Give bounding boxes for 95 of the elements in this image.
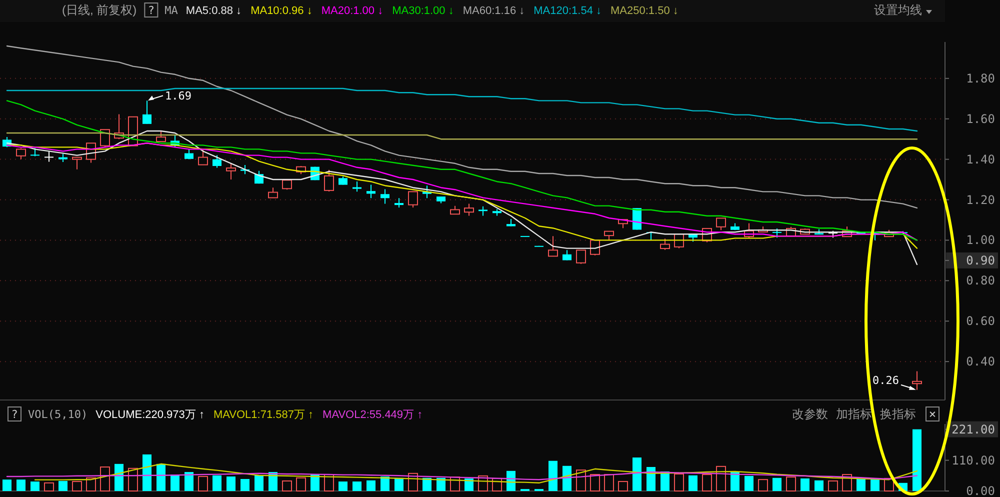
bar	[758, 479, 768, 492]
bar	[366, 480, 376, 491]
y-tick-label: 1.40	[966, 152, 995, 166]
text: MA60:1.16 ↓	[462, 5, 525, 17]
text: ×	[928, 407, 936, 421]
text: MA250:1.50 ↓	[610, 5, 678, 17]
bar	[408, 472, 418, 492]
bar	[772, 478, 782, 491]
y-tick-label: 1.80	[966, 71, 995, 86]
chart-subtitle: (日线, 前复权)	[62, 3, 137, 17]
text: VOLUME:220.973万 ↑	[96, 409, 204, 421]
y-tick-label: 0.90	[966, 253, 995, 268]
legend-title: MA	[164, 4, 178, 17]
line-series	[6, 471, 918, 480]
line-series	[6, 45, 918, 208]
bar	[744, 476, 754, 491]
text: MA120:1.54 ↓	[534, 5, 602, 17]
bar	[212, 475, 222, 491]
bar	[618, 481, 628, 492]
bar	[716, 466, 726, 492]
y-tick-label: 1.20	[966, 192, 995, 207]
y-tick-label: 221.00	[952, 422, 995, 436]
annotation: 1.69	[165, 90, 192, 103]
bar	[548, 460, 558, 491]
bar	[604, 474, 614, 492]
bar	[184, 472, 194, 491]
bar	[674, 473, 684, 492]
y-tick-label: 0.80	[966, 274, 995, 288]
bar	[856, 478, 866, 491]
bar	[16, 480, 26, 491]
bar	[730, 472, 740, 491]
legend-title: VOL(5,10)	[28, 408, 88, 421]
bar	[2, 480, 12, 491]
line-series	[6, 100, 918, 241]
bar	[58, 480, 68, 491]
bar	[870, 480, 880, 491]
line-series	[34, 463, 918, 484]
bar	[226, 476, 236, 491]
bar	[282, 480, 292, 492]
text: ?	[148, 4, 154, 17]
bar	[786, 476, 796, 492]
bar	[912, 429, 922, 491]
bar	[44, 482, 54, 492]
y-tick-label: 1.00	[966, 233, 995, 248]
bar	[254, 475, 264, 491]
y-tick-label: 110.00	[952, 453, 995, 468]
line-series	[6, 88, 918, 132]
bar	[352, 482, 362, 491]
text: MA5:0.88 ↓	[186, 5, 242, 17]
y-tick-label: 0.60	[966, 314, 995, 328]
bar	[646, 466, 656, 491]
text: 加指标	[836, 407, 872, 421]
bar	[478, 475, 488, 492]
text: MA30:1.00 ↓	[392, 5, 454, 17]
bar	[142, 454, 152, 491]
bar	[702, 474, 712, 492]
bar	[296, 477, 306, 492]
text: 改参数	[792, 407, 828, 421]
bar	[128, 468, 138, 492]
bar	[338, 482, 348, 491]
bar	[576, 470, 586, 492]
text: MAVOL2:55.449万 ↑	[322, 409, 423, 421]
text: 换指标	[880, 407, 916, 421]
bar	[800, 478, 810, 491]
bar	[100, 466, 110, 492]
bar	[632, 458, 642, 491]
bar	[310, 474, 320, 491]
bar	[170, 474, 180, 491]
bar	[72, 481, 82, 492]
bar	[198, 476, 208, 492]
annotation: 0.26	[872, 374, 899, 387]
bar	[828, 480, 838, 492]
bar	[240, 478, 250, 491]
bar	[30, 482, 40, 491]
y-tick-label: 1.60	[966, 112, 995, 126]
text: MAVOL1:71.587万 ↑	[213, 409, 314, 421]
y-tick-label: 0.40	[966, 354, 995, 369]
bar	[380, 476, 390, 491]
bar	[814, 480, 824, 491]
bar	[842, 474, 852, 492]
bar	[590, 474, 600, 492]
bar	[394, 478, 404, 491]
bar	[688, 475, 698, 491]
bar	[884, 478, 894, 492]
bar	[562, 466, 572, 491]
y-tick-label: 0.00	[966, 484, 995, 497]
bar	[660, 471, 670, 491]
text: 设置均线	[874, 3, 922, 17]
bar	[450, 476, 460, 492]
bar	[114, 464, 124, 491]
bar	[156, 464, 166, 491]
bar	[86, 477, 96, 492]
text: ?	[11, 408, 18, 421]
text: MA10:0.96 ↓	[250, 5, 312, 17]
text: MA20:1.00 ↓	[321, 5, 384, 17]
